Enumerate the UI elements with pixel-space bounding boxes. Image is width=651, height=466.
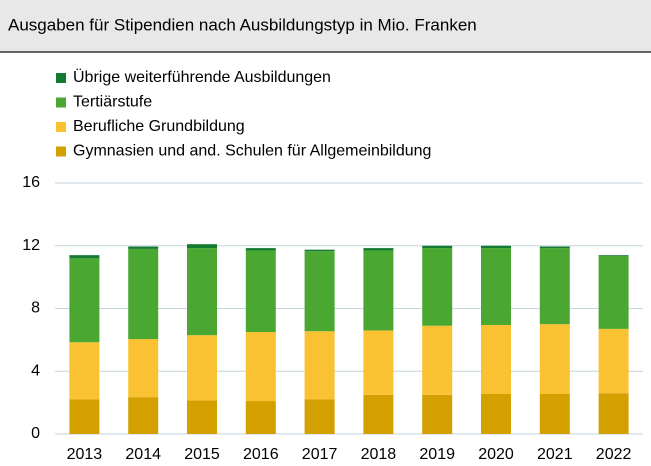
bar-segment: [481, 245, 511, 249]
bar-segment: [128, 397, 159, 434]
bar-segment: [539, 248, 570, 325]
bar-segment: [304, 331, 335, 400]
bar-segment: [245, 401, 276, 434]
legend-label: Berufliche Grundbildung: [73, 118, 245, 135]
legend-swatch: [56, 73, 66, 83]
y-tick-label: 8: [31, 300, 40, 317]
y-tick-label: 12: [22, 237, 40, 254]
bar-segment: [422, 394, 453, 434]
legend-label: Übrige weiterführende Ausbildungen: [73, 68, 331, 86]
x-tick-label: 2013: [67, 446, 103, 463]
bar-segment: [245, 250, 276, 333]
legend-label: Tertiärstufe: [73, 94, 152, 111]
bar-segment: [481, 393, 511, 434]
bar-segment: [304, 399, 335, 434]
chart-title: Ausgaben für Stipendien nach Ausbildungs…: [8, 15, 477, 34]
bar-segment: [187, 248, 217, 336]
bar-segment: [187, 400, 217, 434]
x-tick-label: 2015: [184, 446, 220, 463]
bar-segment: [422, 248, 453, 326]
bar-segment: [539, 393, 570, 434]
bar-segment: [422, 245, 453, 249]
bar-segment: [481, 248, 511, 325]
x-tick-label: 2014: [125, 446, 161, 463]
x-tick-label: 2020: [478, 446, 514, 463]
bar-segment: [363, 330, 394, 395]
bar-segment: [128, 339, 159, 398]
bar-segment: [598, 328, 629, 394]
bar-segment: [539, 246, 570, 249]
bar-segment: [363, 250, 394, 331]
legend-label: Gymnasien und and. Schulen für Allgemein…: [73, 143, 431, 160]
bar-segment: [69, 255, 100, 259]
bar-segment: [598, 255, 629, 329]
y-tick-label: 0: [31, 425, 40, 442]
bar-segment: [481, 324, 511, 394]
bar-segment: [598, 393, 629, 434]
x-tick-label: 2016: [243, 446, 279, 463]
bar-segment: [422, 325, 453, 395]
bar-segment: [304, 251, 335, 332]
x-tick-label: 2019: [419, 446, 455, 463]
bar-segment: [187, 335, 217, 401]
bar-segment: [363, 248, 394, 251]
bar-segment: [128, 246, 159, 249]
bar-segment: [69, 399, 100, 434]
bar-segment: [598, 255, 629, 256]
x-tick-label: 2018: [361, 446, 397, 463]
bar-segment: [187, 244, 217, 249]
x-tick-label: 2021: [537, 446, 573, 463]
x-tick-label: 2017: [302, 446, 338, 463]
bar-segment: [304, 249, 335, 252]
bar-segment: [245, 332, 276, 402]
bar-segment: [539, 324, 570, 394]
legend-swatch: [56, 122, 66, 132]
bar-segment: [69, 342, 100, 400]
x-tick-label: 2022: [596, 446, 632, 463]
y-tick-label: 16: [22, 174, 40, 191]
bar-segment: [245, 248, 276, 251]
title-band: [0, 0, 651, 52]
legend-swatch: [56, 146, 66, 157]
y-tick-label: 4: [31, 362, 40, 379]
bar-segment: [69, 258, 100, 343]
legend-swatch: [56, 97, 66, 108]
bar-segment: [128, 248, 159, 340]
bar-segment: [363, 394, 394, 434]
